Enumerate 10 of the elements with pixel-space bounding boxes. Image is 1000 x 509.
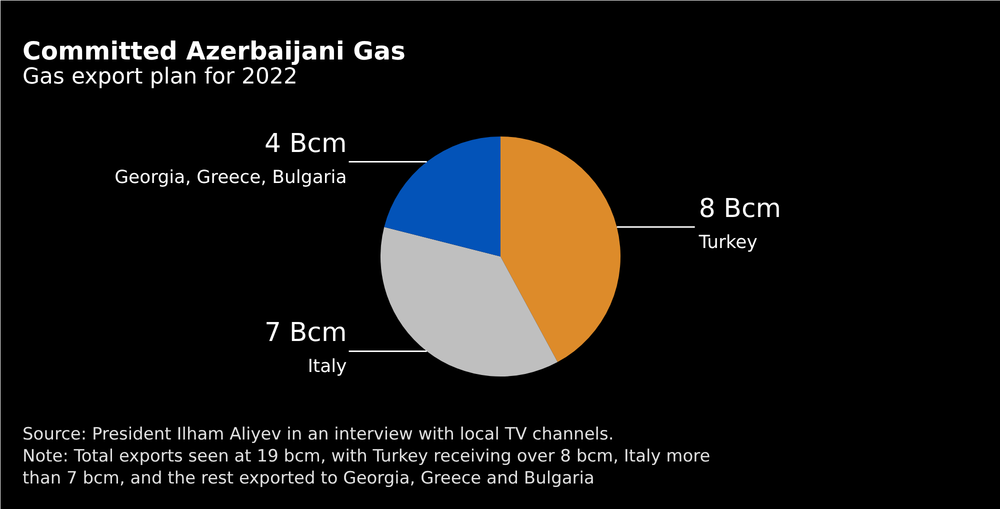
chart-subtitle: Gas export plan for 2022: [22, 64, 298, 90]
data-label: 8 Bcm: [698, 194, 782, 224]
slice-label: Georgia, Greece, Bulgaria: [114, 166, 347, 188]
data-label: 7 Bcm: [264, 318, 347, 348]
source-note: Source: President Ilham Aliyev in an interview with local TV channels.: [22, 424, 614, 444]
text: Note: Total exports seen at 19 bcm, with Turkey receiving over 8 bcm, Italy more than 7 bcm, and the rest exported to Georgia, Greece and Bulgaria: [22, 446, 710, 488]
chart-title: Committed Azerbaijani Gas: [22, 36, 406, 66]
data-label: 4 Bcm: [264, 128, 347, 159]
slice-label: Turkey: [698, 232, 758, 254]
slice-label: Italy: [308, 356, 348, 378]
